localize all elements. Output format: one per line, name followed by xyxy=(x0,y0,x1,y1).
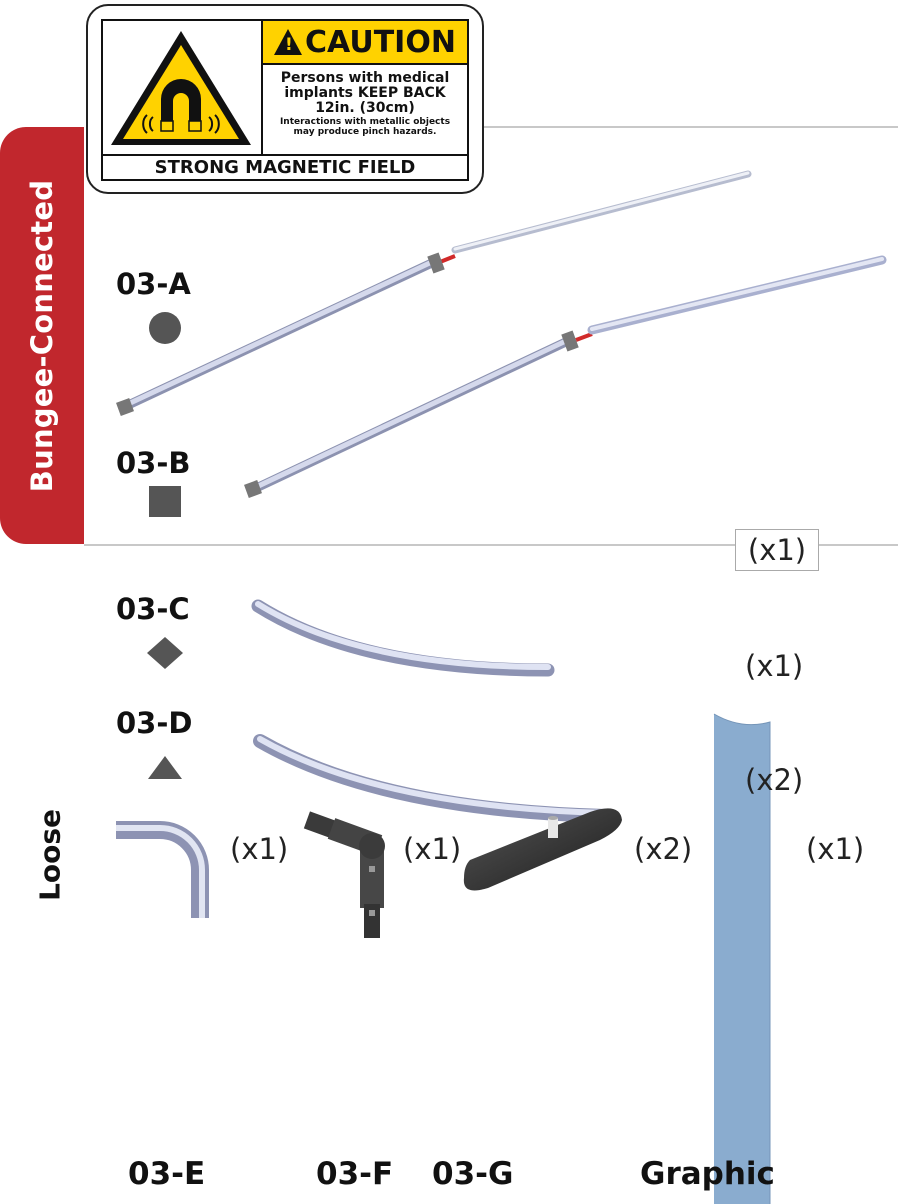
part-label-03-e: 03-E xyxy=(128,1156,206,1192)
bungee-quantity: (x1) xyxy=(735,529,819,571)
quantity-03-e: (x1) xyxy=(230,832,289,866)
bungee-bottom-divider xyxy=(84,544,735,546)
pole-03-b xyxy=(244,255,887,498)
magnet-warning-symbol xyxy=(103,21,263,154)
caution-footer: STRONG MAGNETIC FIELD xyxy=(103,154,467,179)
bungee-bottom-divider-right xyxy=(819,544,898,546)
exclamation-triangle-icon: ! xyxy=(274,29,303,55)
caution-line-5: may produce pinch hazards. xyxy=(293,127,437,137)
caution-sign-frame: ! CAUTION Persons with medical implants … xyxy=(101,19,469,181)
part-label-03-b: 03-B xyxy=(116,446,191,480)
quantity-graphic: (x1) xyxy=(806,832,865,866)
top-divider xyxy=(484,126,898,128)
caution-body: Persons with medical implants KEEP BACK … xyxy=(263,65,467,154)
quantity-03-g: (x2) xyxy=(634,832,693,866)
square-marker-03-b xyxy=(149,486,181,517)
base-plate-03-g xyxy=(463,808,622,891)
part-label-03-g: 03-G xyxy=(432,1156,514,1192)
diamond-marker-03-c xyxy=(147,637,183,669)
quantity-03-d: (x2) xyxy=(745,763,804,797)
caution-header: ! CAUTION xyxy=(263,21,467,65)
circle-marker-03-a xyxy=(149,312,181,344)
connector-03-f xyxy=(303,811,385,938)
caution-sign: ! CAUTION Persons with medical implants … xyxy=(86,4,484,194)
caution-header-text: CAUTION xyxy=(305,24,456,60)
quantity-03-c: (x1) xyxy=(745,649,804,683)
curved-tube-03-d xyxy=(253,734,613,823)
part-label-03-c: 03-C xyxy=(116,592,190,626)
quantity-03-f: (x1) xyxy=(403,832,462,866)
part-label-graphic: Graphic xyxy=(640,1156,775,1192)
caution-line-3: 12in. (30cm) xyxy=(315,100,415,116)
caution-line-2: implants KEEP BACK xyxy=(284,85,446,101)
caution-line-4: Interactions with metallic objects xyxy=(279,117,451,127)
elbow-03-e xyxy=(116,821,209,918)
magnet-warning-icon xyxy=(111,31,251,145)
triangle-marker-03-d xyxy=(148,756,182,779)
part-label-03-f: 03-F xyxy=(316,1156,394,1192)
curved-tube-03-c xyxy=(251,599,555,677)
graphic-panel xyxy=(713,713,771,1204)
caution-line-1: Persons with medical xyxy=(280,70,450,86)
pole-03-a xyxy=(116,170,752,416)
part-label-03-a: 03-A xyxy=(116,267,191,301)
bungee-connected-tab: Bungee-Connected xyxy=(0,127,84,544)
part-label-03-d: 03-D xyxy=(116,706,193,740)
